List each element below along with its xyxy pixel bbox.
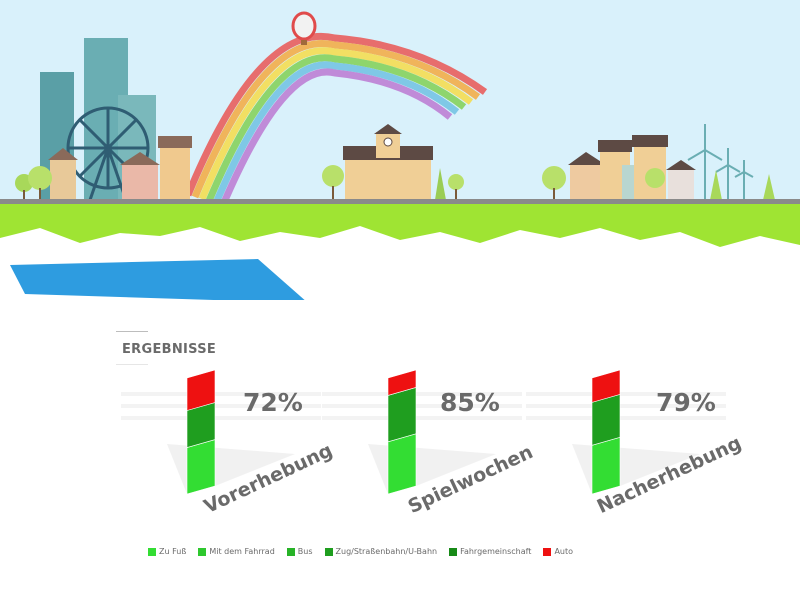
legend-swatch [543,547,552,556]
guide-line [526,416,726,420]
legend-item: Zu Fuß [148,547,186,556]
bar-segment [387,369,417,396]
houses-left [15,136,192,200]
bar-total-label: 79% [656,388,716,417]
guide-line [322,404,522,408]
chart-legend: Zu Fuß Mit dem Fahrrad Bus Zug/Straßenbahn/… [148,547,573,556]
legend-label: Auto [554,547,574,556]
bar-segment [186,439,216,495]
ferris-wheel [66,106,150,201]
title-rule [116,331,148,332]
bar-total-label: 72% [243,388,303,417]
legend-item: Fahrgemeinschaft [449,547,531,556]
guide-line [322,392,522,396]
grass-strip [0,204,800,247]
legend-item: Bus [286,547,313,556]
title-subrule [116,364,148,365]
bar-segment [387,387,417,443]
chart-title: ERGEBNISSE [122,342,217,357]
road [0,199,800,204]
legend-swatch [286,547,295,556]
legend-swatch [148,547,156,556]
bar-segment [591,436,621,495]
guide-line [526,392,726,396]
stacked-bar-chart [121,369,726,495]
guide-line [121,416,321,420]
legend-label: Zu Fuß [159,547,187,556]
wind-turbines [687,124,754,200]
legend-item: Zug/Straßenbahn/U-Bahn [324,547,438,556]
guide-line [121,392,321,396]
tree-far-right [763,174,775,200]
legend-item: Auto [543,547,573,556]
guide-line [121,404,321,408]
bar-segment [591,369,621,403]
legend-label: Mit dem Fahrrad [209,547,275,556]
legend-label: Fahrgemeinschaft [460,547,532,556]
city-banner-illustration [0,0,800,300]
houses-right [542,135,696,200]
legend-swatch [324,547,333,556]
legend-label: Zug/Straßenbahn/U-Bahn [335,547,438,556]
town-hall [322,124,464,200]
bar-segment [387,433,417,495]
hot-air-balloon [291,11,317,45]
legend-label: Bus [297,547,313,556]
blue-banner-shape [10,259,305,300]
bar-segment [591,393,621,446]
guide-line [526,404,726,408]
bar-total-label: 85% [440,388,500,417]
legend-swatch [198,547,207,556]
guide-line [322,416,522,420]
rainbow [184,33,488,207]
legend-swatch [449,547,458,556]
tree-right [710,170,722,200]
legend-item: Mit dem Fahrrad [198,547,275,556]
bar-segment [186,369,216,411]
